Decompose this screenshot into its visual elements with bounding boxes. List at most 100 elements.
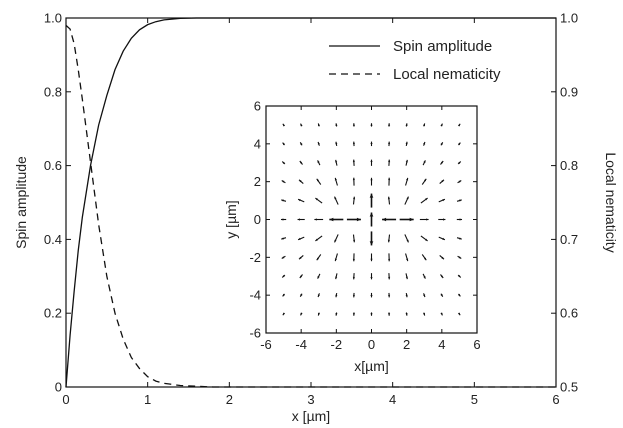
inset-arrow-head: [352, 258, 355, 262]
inset-arrow-head: [334, 196, 337, 200]
main-plot: 0 1 2 3 4 5 6 0 0.2 0.4 0.6 0.8 1.0 0.5 0.6 0.7 0.8 0.9 1.…: [13, 11, 619, 425]
inset-arrow-head: [352, 123, 356, 126]
inset-arrow-head: [370, 123, 373, 126]
inset-arrow-head: [423, 276, 426, 279]
inset-x-tick-label: 6: [473, 337, 480, 352]
y-right-tick-label: 0.9: [560, 84, 578, 99]
inset-plot: -6 -4 -2 0 2 4 6 -6 -4 -2 0 2 4 6 x[µm] y [µm]: [223, 99, 481, 375]
inset-arrow-head: [334, 177, 337, 181]
y-left-tick-label: 1.0: [44, 11, 62, 26]
inset-arrow-head: [282, 142, 285, 146]
x-tick-label: 4: [389, 392, 396, 407]
inset-arrow-head: [440, 275, 444, 279]
inset-arrow-head: [335, 294, 338, 298]
inset-arrow-head: [300, 123, 303, 127]
inset-arrow-head: [353, 239, 356, 243]
y-left-axis-label: Spin amplitude: [13, 156, 29, 249]
inset-arrow-head: [457, 312, 461, 316]
inset-arrow-head: [458, 161, 461, 164]
inset-arrow-head: [405, 313, 408, 316]
inset-arrow-head: [458, 256, 462, 259]
inset-arrow-head: [297, 218, 300, 221]
inset-arrow-head: [405, 276, 408, 280]
inset-arrow-head: [440, 294, 443, 297]
y-right-tick-label: 0.7: [560, 232, 578, 247]
inset-x-tick-label: 4: [438, 337, 445, 352]
inset-arrow-head: [422, 123, 426, 127]
inset-arrow-head: [405, 159, 408, 163]
inset-arrow-head: [424, 178, 427, 182]
inset-arrow-head: [299, 160, 303, 164]
inset-arrow-head: [387, 123, 391, 126]
inset-arrow-head: [370, 177, 373, 181]
inset-arrow-head: [352, 177, 355, 181]
inset-arrow-head: [426, 218, 429, 221]
inset-arrow-head: [369, 193, 374, 198]
inset-arrow-head: [370, 313, 373, 316]
inset-arrow-head: [315, 238, 318, 241]
inset-arrow-head: [317, 160, 320, 163]
inset-arrow-head: [352, 159, 355, 163]
inset-arrow-head: [370, 276, 373, 280]
inset-arrow-head: [387, 294, 391, 298]
inset-arrow-head: [334, 239, 337, 243]
inset-arrow-head: [316, 178, 319, 182]
x-axis-label: x [µm]: [292, 408, 330, 424]
inset-arrow-head: [356, 217, 361, 222]
inset-y-tick-label: 6: [254, 99, 261, 114]
y-left-tick-label: 0.4: [44, 232, 62, 247]
inset-arrow-head: [387, 196, 390, 200]
inset-arrow-head: [406, 258, 409, 262]
x-tick-label: 6: [552, 392, 559, 407]
inset-arrow-head: [442, 199, 445, 202]
inset-arrow-head: [300, 142, 303, 145]
legend-label: Spin amplitude: [393, 38, 492, 55]
x-tick-label: 1: [144, 392, 151, 407]
x-tick-label: 5: [471, 392, 478, 407]
inset-arrow-head: [369, 212, 374, 217]
inset-arrow-head: [423, 141, 426, 145]
inset-arrow-head: [388, 258, 391, 262]
inset-arrow-head: [406, 196, 409, 200]
inset-arrow-head: [352, 141, 356, 145]
inset-arrow-head: [440, 123, 443, 127]
inset-arrow-head: [298, 199, 301, 202]
inset-arrow-head: [281, 180, 285, 183]
inset-arrow-head: [459, 199, 462, 202]
inset-arrow-head: [314, 218, 317, 221]
x-tick-label: 0: [62, 392, 69, 407]
inset-arrow-head: [441, 179, 444, 183]
inset-arrow-head: [335, 159, 338, 163]
inset-arrow-head: [317, 141, 320, 145]
inset-arrow-head: [316, 257, 319, 261]
inset-arrow-head: [282, 161, 285, 164]
inset-arrow-head: [282, 312, 286, 316]
inset-arrow-head: [282, 293, 285, 297]
inset-arrow-head: [281, 256, 285, 259]
inset-x-tick-label: 0: [368, 337, 375, 352]
inset-arrow-head: [281, 199, 284, 202]
inset-arrow-head: [405, 294, 408, 298]
inset-arrow-head: [458, 293, 461, 297]
y-left-tick-label: 0.8: [44, 84, 62, 99]
inset-arrow-head: [329, 217, 334, 222]
inset-arrow-head: [425, 238, 428, 241]
inset-arrow-head: [352, 294, 356, 298]
inset-arrow-head: [459, 237, 462, 240]
inset-arrow-head: [422, 312, 426, 316]
inset-arrow-head: [458, 142, 461, 146]
inset-arrow-head: [300, 312, 303, 316]
inset-arrow-head: [424, 257, 427, 261]
inset-arrow-head: [405, 123, 408, 126]
inset-arrow-head: [315, 198, 318, 201]
inset-y-axis-label: y [µm]: [223, 200, 239, 238]
inset-x-tick-label: -2: [331, 337, 343, 352]
y-right-tick-label: 0.6: [560, 306, 578, 321]
inset-arrow-head: [317, 123, 321, 127]
inset-arrow-head: [423, 294, 426, 298]
inset-arrow-head: [388, 276, 391, 280]
inset-arrow-head: [353, 196, 356, 200]
inset-arrow-head: [334, 258, 337, 262]
